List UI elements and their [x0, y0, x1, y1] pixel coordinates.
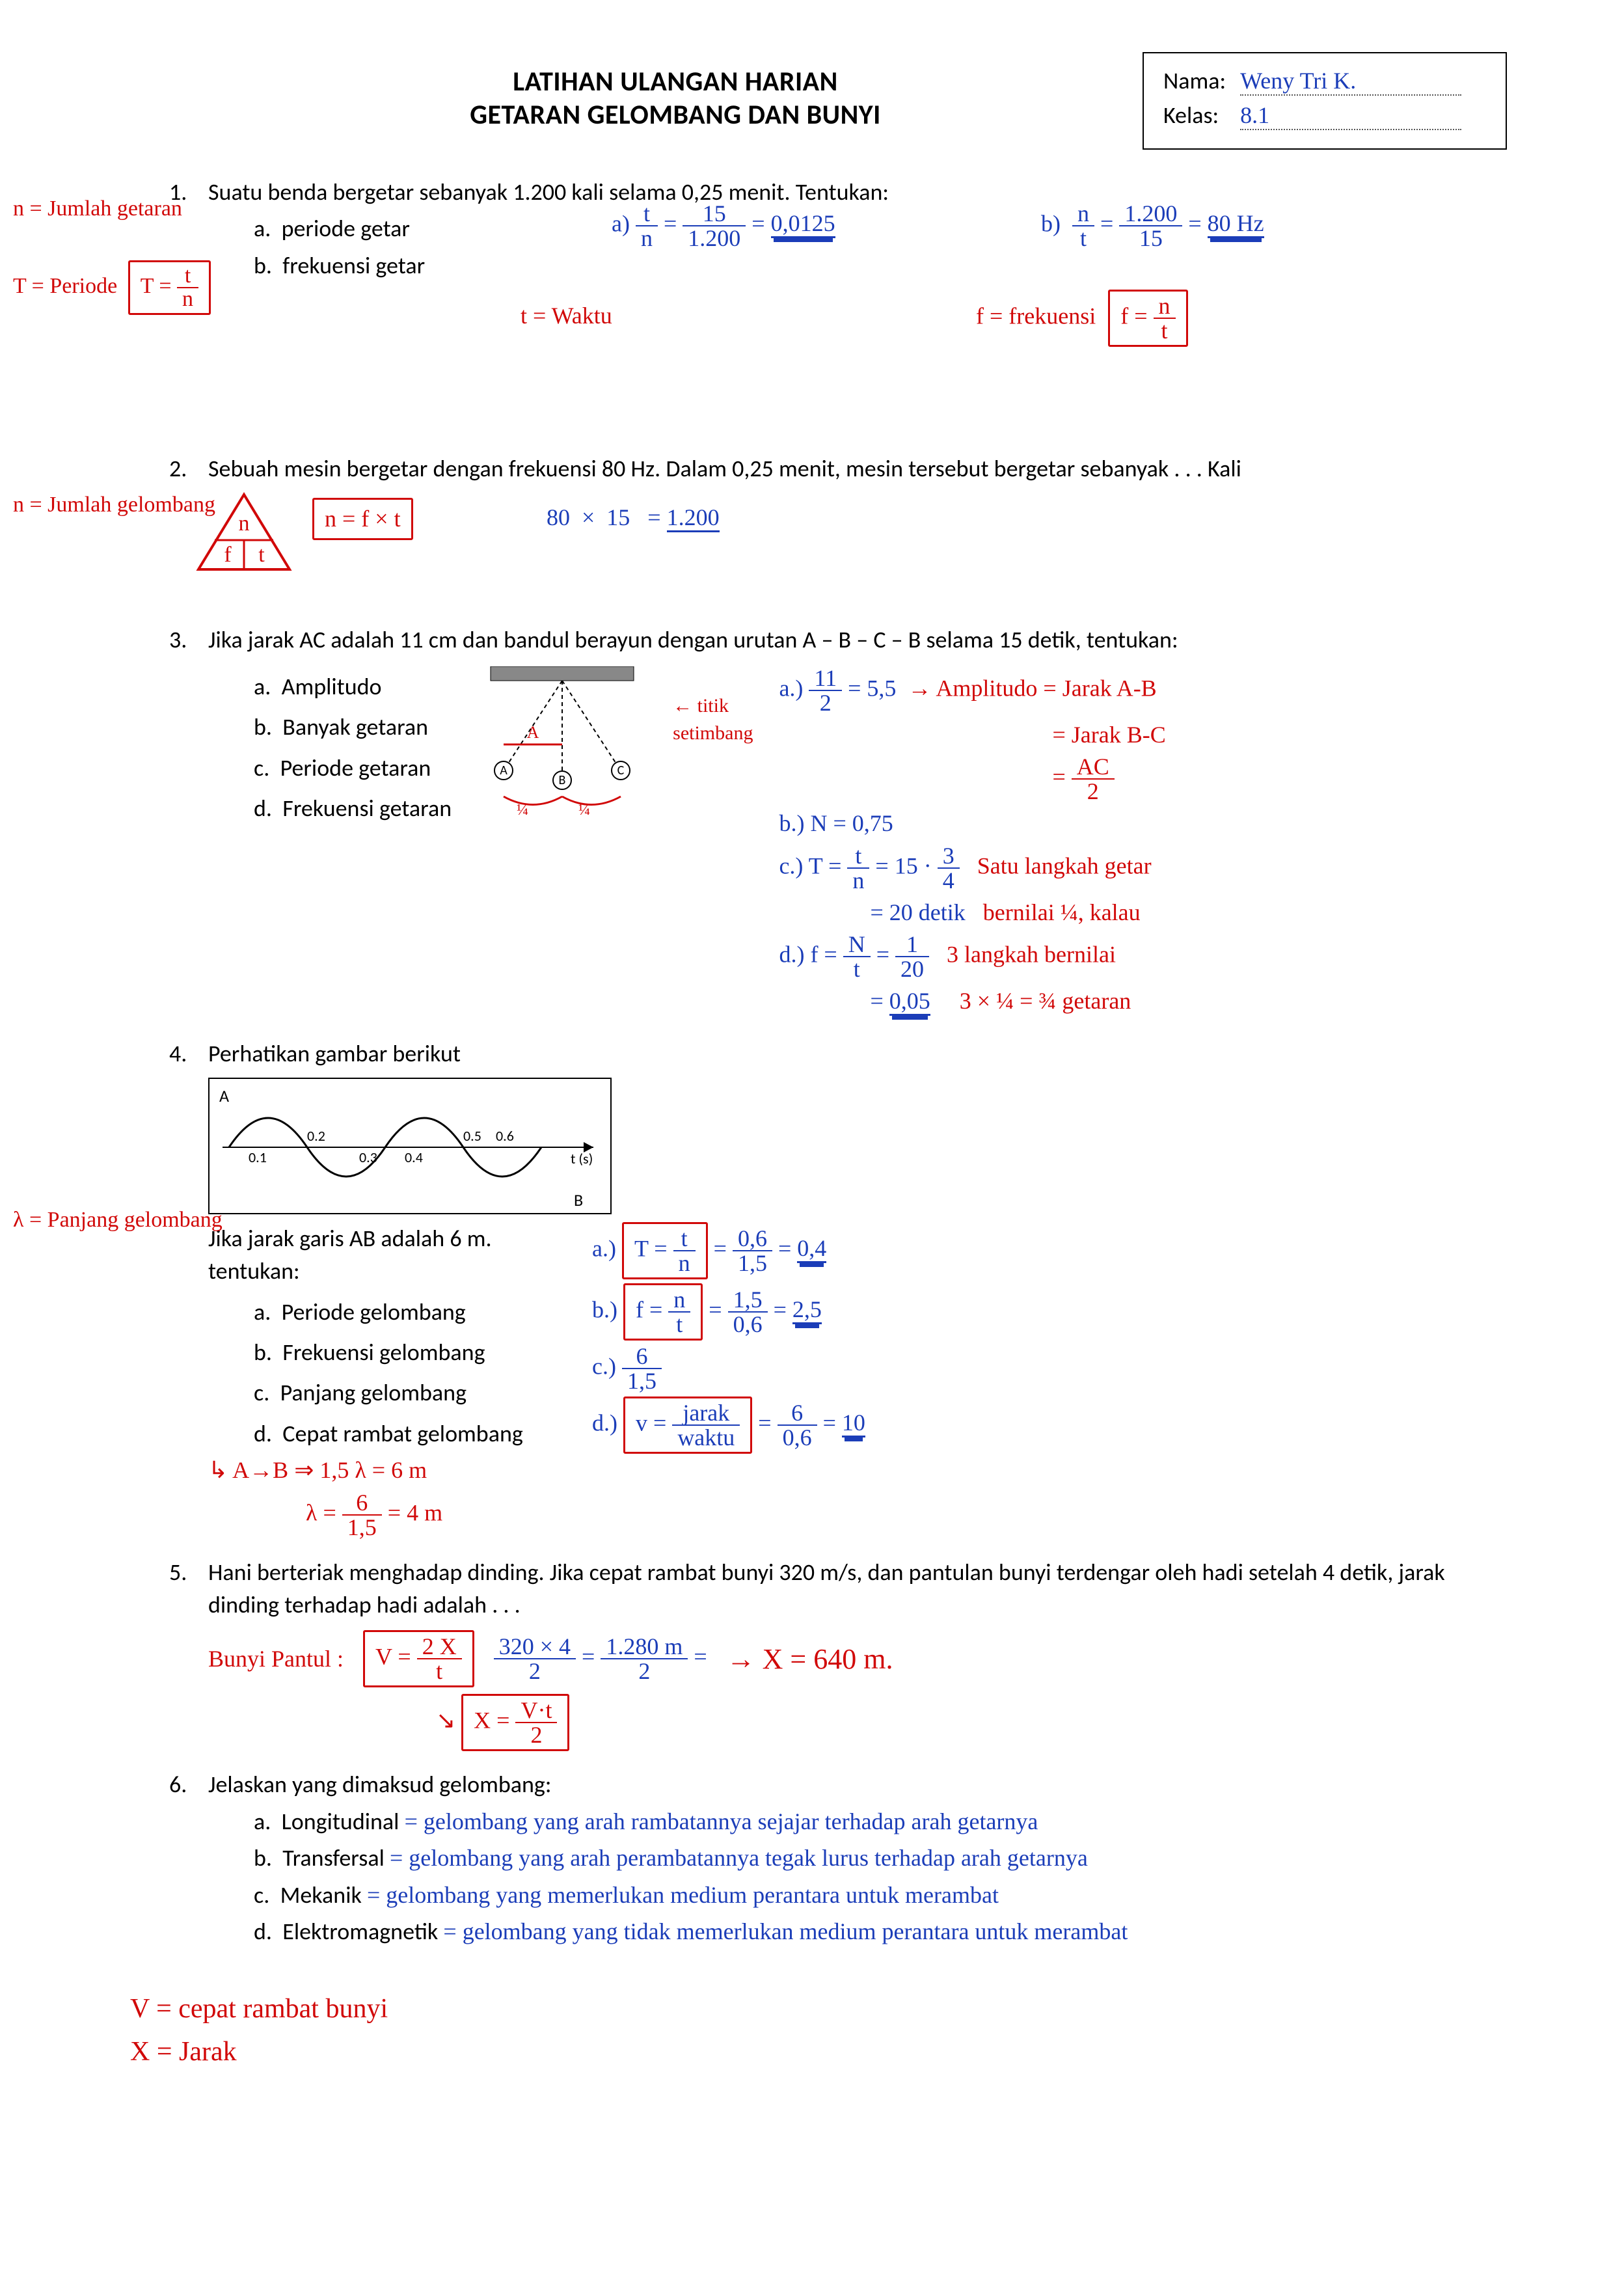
footer-note-x: X = Jarak: [130, 2036, 1507, 2067]
wave-diagram: A B t (s) 0.1 0.2 0.3 0.4 0.5 0.6: [208, 1078, 612, 1214]
pendulum-diagram: A B C A ¼ ¼: [478, 666, 647, 816]
svg-text:0.6: 0.6: [496, 1127, 514, 1145]
class-label: Kelas:: [1163, 101, 1235, 129]
svg-text:0.2: 0.2: [307, 1127, 325, 1145]
name-label: Nama:: [1163, 66, 1235, 95]
footer-note-v: V = cepat rambat bunyi: [130, 1993, 1507, 2024]
q3-text: Jika jarak AC adalah 11 cm dan bandul be…: [208, 625, 1178, 654]
q6-text: Jelaskan yang dimaksud gelombang:: [208, 1770, 551, 1799]
q6-a-label: Longitudinal: [282, 1807, 399, 1836]
q4-c: Panjang gelombang: [280, 1378, 467, 1407]
q4-note-lambda: λ = Panjang gelombang: [13, 1206, 223, 1234]
q5-formula-x: ↘ X = V·t2: [436, 1694, 1507, 1751]
question-6: 6. Jelaskan yang dimaksud gelombang: a. …: [208, 1768, 1507, 1948]
svg-text:A: A: [500, 763, 508, 778]
q4-note-ab: ↳ A→B ⇒ 1,5 λ = 6 m: [208, 1454, 566, 1486]
q5-formula-v: V = 2 Xt: [363, 1630, 474, 1687]
svg-text:t: t: [258, 543, 265, 567]
q6-a-ans: = gelombang yang arah rambatannya sejaja…: [405, 1808, 1038, 1834]
q1-note-f: f = frekuensi f = nt: [976, 290, 1188, 347]
question-3: 3. Jika jarak AC adalah 11 cm dan bandul…: [208, 623, 1507, 1018]
svg-text:n: n: [239, 511, 250, 536]
q4-d: Cepat rambat gelombang: [282, 1419, 523, 1448]
q1-calc-a: a) tn = 151.200 = 0,0125: [612, 202, 835, 250]
q4-answers: a.) T = tn = 0,61,5 = 0,4 b.) f = nt = 1…: [592, 1222, 865, 1539]
q1-note-n: n = Jumlah getaran: [13, 195, 182, 223]
q2-text: Sebuah mesin bergetar dengan frekuensi 8…: [208, 454, 1241, 483]
q6-d-ans: = gelombang yang tidak memerlukan medium…: [443, 1918, 1128, 1944]
q2-calc: 80 × 15 = 1.200: [547, 501, 720, 534]
svg-text:B: B: [574, 1190, 583, 1210]
q5-text: Hani berteriak menghadap dinding. Jika c…: [208, 1558, 1445, 1619]
q3-b: Banyak getaran: [282, 713, 428, 741]
q3-titik-label: ← titiksetimbang: [673, 692, 753, 747]
svg-text:0.3: 0.3: [359, 1149, 377, 1166]
name-box: Nama: Weny Tri K. Kelas: 8.1: [1143, 52, 1507, 150]
q4-number: 4.: [169, 1037, 187, 1070]
header-row: LATIHAN ULANGAN HARIAN GETARAN GELOMBANG…: [208, 52, 1507, 150]
svg-text:A: A: [219, 1085, 229, 1106]
q3-a: Amplitudo: [282, 672, 382, 701]
q6-b-ans: = gelombang yang arah perambatannya tega…: [390, 1845, 1088, 1871]
q6-c-ans: = gelombang yang memerlukan medium peran…: [367, 1882, 999, 1908]
q3-answers: a.) 112 = 5,5 → Amplitudo = Jarak A-B = …: [779, 666, 1507, 1018]
student-class: 8.1: [1240, 102, 1461, 130]
q4-b: Frekuensi gelombang: [282, 1338, 485, 1367]
q3-d: Frekuensi getaran: [282, 794, 452, 823]
title-line-1: LATIHAN ULANGAN HARIAN: [208, 65, 1143, 98]
q2-formula: n = f × t: [312, 498, 413, 539]
q4-a: Periode gelombang: [282, 1298, 466, 1326]
q4-text: Perhatikan gambar berikut: [208, 1039, 461, 1068]
q4-note-lambda-calc: λ = 61,5 = 4 m: [306, 1491, 566, 1539]
svg-text:0.1: 0.1: [249, 1149, 267, 1166]
svg-text:0.5: 0.5: [463, 1127, 481, 1145]
q2-number: 2.: [169, 452, 187, 485]
svg-text:B: B: [559, 772, 566, 788]
q3-number: 3.: [169, 623, 187, 656]
q1-note-T: T = Periode T = tn: [13, 260, 211, 315]
title-line-2: GETARAN GELOMBANG DAN BUNYI: [208, 98, 1143, 131]
q1-a: periode getar: [282, 214, 410, 243]
question-5: 5. Hani berteriak menghadap dinding. Jik…: [208, 1556, 1507, 1752]
svg-text:¼: ¼: [578, 802, 590, 816]
svg-text:A: A: [527, 723, 539, 742]
q2-note-n: n = Jumlah gelombang: [13, 491, 215, 519]
q5-calc: 320 × 42 = 1.280 m2 =: [494, 1635, 707, 1683]
q3-c: Periode getaran: [280, 754, 431, 782]
q5-number: 5.: [169, 1556, 187, 1588]
question-4: 4. Perhatikan gambar berikut A B t (s) 0…: [208, 1037, 1507, 1539]
student-name: Weny Tri K.: [1240, 67, 1461, 96]
title-block: LATIHAN ULANGAN HARIAN GETARAN GELOMBANG…: [208, 52, 1143, 131]
q1-b: frekuensi getar: [282, 251, 425, 280]
svg-text:t (s): t (s): [571, 1150, 593, 1167]
svg-text:0.4: 0.4: [405, 1149, 423, 1166]
q6-c-label: Mekanik: [280, 1881, 362, 1909]
svg-text:f: f: [224, 543, 232, 567]
formula-triangle: n f t: [195, 491, 293, 576]
q6-b-label: Transfersal: [282, 1844, 385, 1872]
q5-label: Bunyi Pantul :: [208, 1642, 344, 1675]
q5-result: → X = 640 m.: [727, 1639, 893, 1680]
question-2: 2. Sebuah mesin bergetar dengan frekuens…: [208, 452, 1507, 485]
q1-note-t: t = Waktu: [521, 299, 612, 332]
q6-d-label: Elektromagnetik: [282, 1917, 438, 1946]
q6-number: 6.: [169, 1768, 187, 1801]
q4-subtext: Jika jarak garis AB adalah 6 m. tentukan…: [208, 1222, 566, 1288]
question-1: 1. Suatu benda bergetar sebanyak 1.200 k…: [208, 176, 1507, 282]
svg-text:¼: ¼: [517, 802, 528, 816]
svg-text:C: C: [617, 763, 625, 778]
q1-calc-b: b) nt = 1.20015 = 80 Hz: [1041, 202, 1264, 250]
